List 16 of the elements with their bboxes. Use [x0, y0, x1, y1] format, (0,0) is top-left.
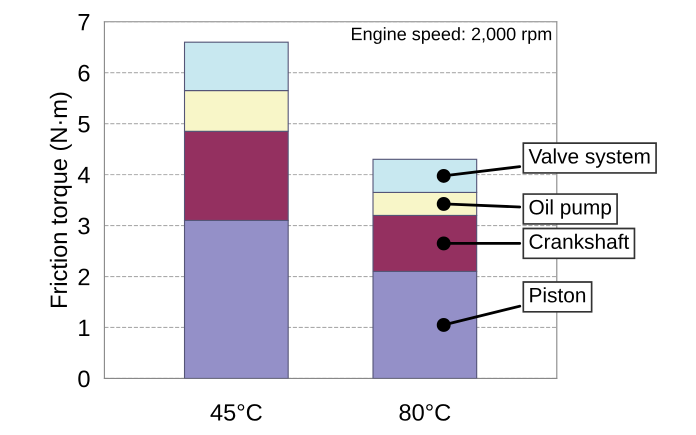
y-tick-label: 5 — [78, 116, 90, 132]
text: Valve system — [528, 148, 650, 168]
y-tick-label: 3 — [78, 218, 90, 234]
x-tick-label: 80°C — [400, 404, 450, 421]
y-tick-label: 4 — [78, 166, 90, 184]
y-axis-title: Friction torque (N·m) — [50, 92, 72, 308]
text: Oil pump — [530, 199, 612, 219]
y-tick-label: 0 — [78, 370, 90, 388]
y-tick-label: 7 — [78, 14, 90, 30]
annotation: Engine speed: 2,000 rpm — [352, 27, 552, 44]
x-tick-label: 45°C — [210, 404, 262, 421]
y-tick-label: 2 — [78, 268, 90, 286]
text: Piston — [530, 287, 586, 303]
text: Crankshaft — [530, 234, 630, 250]
y-tick-label: 6 — [78, 64, 90, 82]
y-tick-label: 1 — [79, 320, 90, 336]
